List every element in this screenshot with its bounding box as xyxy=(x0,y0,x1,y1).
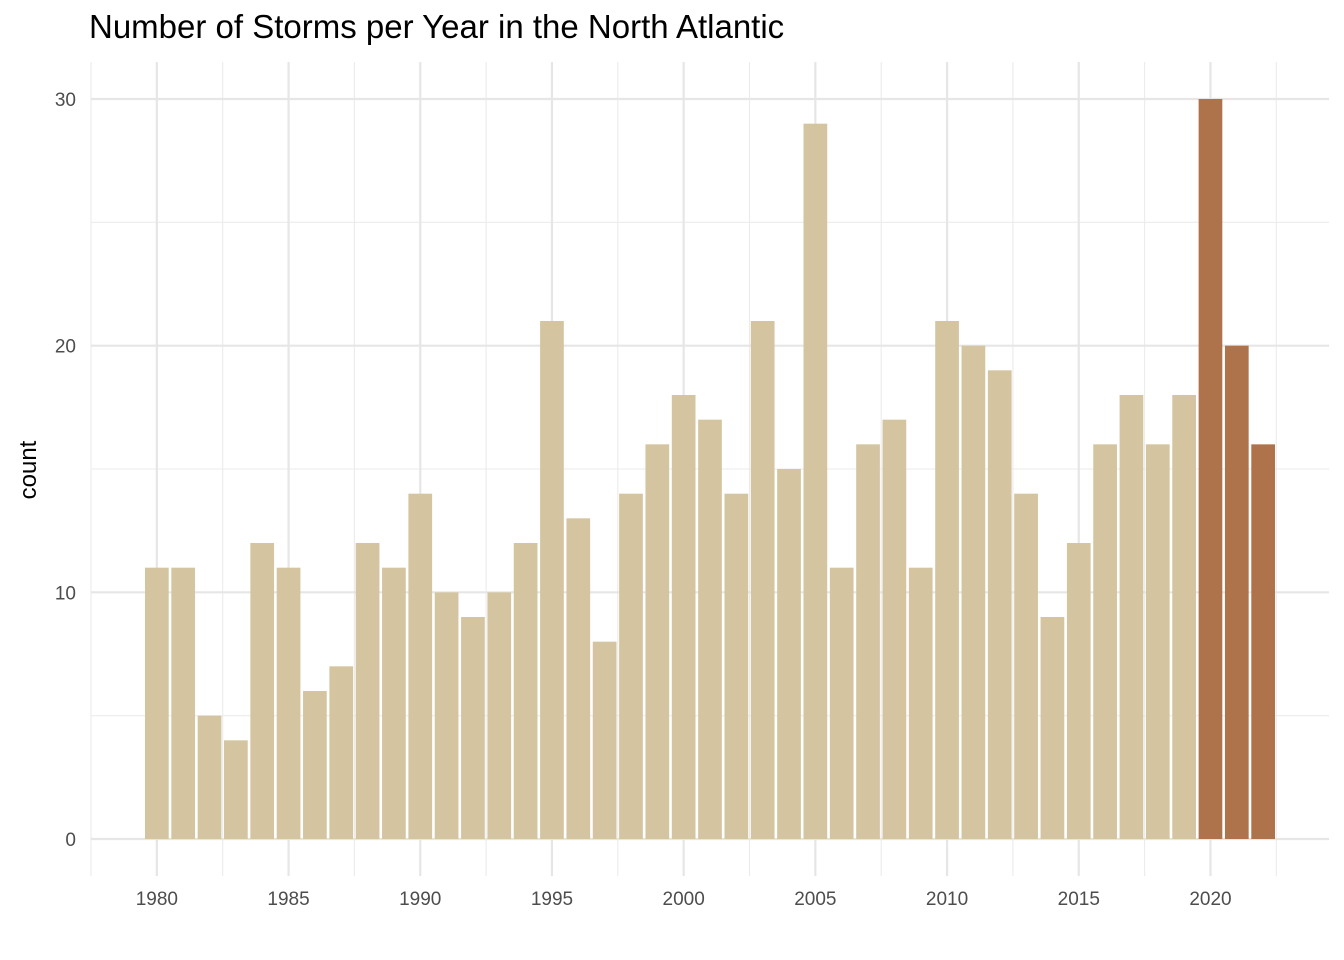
bar-1995 xyxy=(540,321,564,839)
bar-2014 xyxy=(1040,617,1065,839)
y-axis-ticks: 0 10 20 30 xyxy=(55,90,76,851)
y-tick-label: 10 xyxy=(55,583,76,604)
y-tick-label: 20 xyxy=(55,337,76,358)
x-axis-ticks: 1980 1985 1990 1995 2000 2005 2010 2015 2020 xyxy=(136,889,1232,910)
bar-2019 xyxy=(1172,395,1196,839)
bar-2002 xyxy=(724,493,749,839)
y-tick-label: 30 xyxy=(55,90,76,111)
x-tick-label: 2000 xyxy=(663,889,705,910)
bar-2006 xyxy=(829,567,854,839)
bar-2004 xyxy=(777,469,801,839)
bar-1987 xyxy=(329,666,354,839)
bar-2012 xyxy=(987,370,1012,839)
bar-2022 xyxy=(1251,444,1276,839)
bar-2011 xyxy=(961,345,986,839)
bar-1981 xyxy=(171,567,196,839)
bar-1980 xyxy=(144,567,169,839)
bar-2020 xyxy=(1198,99,1223,839)
bar-1997 xyxy=(592,641,617,839)
bar-1988 xyxy=(355,543,380,839)
bar-1996 xyxy=(566,518,591,839)
bar-2000 xyxy=(671,395,696,839)
bar-2018 xyxy=(1145,444,1170,839)
bar-2008 xyxy=(882,419,907,839)
chart-title: Number of Storms per Year in the North A… xyxy=(89,8,785,45)
bar-1986 xyxy=(303,691,327,839)
x-tick-label: 1990 xyxy=(399,889,441,910)
bar-2016 xyxy=(1093,444,1117,839)
x-tick-label: 2005 xyxy=(794,889,836,910)
bar-1983 xyxy=(224,740,248,839)
x-tick-label: 1980 xyxy=(136,889,178,910)
bar-2017 xyxy=(1119,395,1144,839)
bar-1992 xyxy=(461,617,485,839)
bar-1991 xyxy=(434,592,459,839)
bar-2010 xyxy=(935,321,959,839)
bar-2001 xyxy=(698,419,722,839)
bar-1993 xyxy=(487,592,512,839)
bars xyxy=(144,99,1276,839)
y-tick-label: 0 xyxy=(65,830,76,851)
x-tick-label: 2010 xyxy=(926,889,968,910)
bar-1990 xyxy=(408,493,433,839)
bar-1998 xyxy=(619,493,643,839)
bar-1985 xyxy=(276,567,301,839)
y-axis-title: count xyxy=(15,440,42,499)
x-tick-label: 1995 xyxy=(531,889,573,910)
bar-1982 xyxy=(197,715,222,839)
x-tick-label: 2015 xyxy=(1058,889,1100,910)
x-tick-label: 1985 xyxy=(267,889,309,910)
bar-2013 xyxy=(1014,493,1038,839)
bar-1989 xyxy=(382,567,406,839)
bar-2003 xyxy=(750,321,775,839)
bar-1999 xyxy=(645,444,670,839)
bar-2007 xyxy=(856,444,880,839)
bar-2005 xyxy=(803,123,828,839)
bar-2015 xyxy=(1066,543,1091,839)
bar-2009 xyxy=(908,567,933,839)
bar-1994 xyxy=(513,543,538,839)
x-tick-label: 2020 xyxy=(1189,889,1231,910)
bar-2021 xyxy=(1224,345,1249,839)
bar-1984 xyxy=(250,543,275,839)
